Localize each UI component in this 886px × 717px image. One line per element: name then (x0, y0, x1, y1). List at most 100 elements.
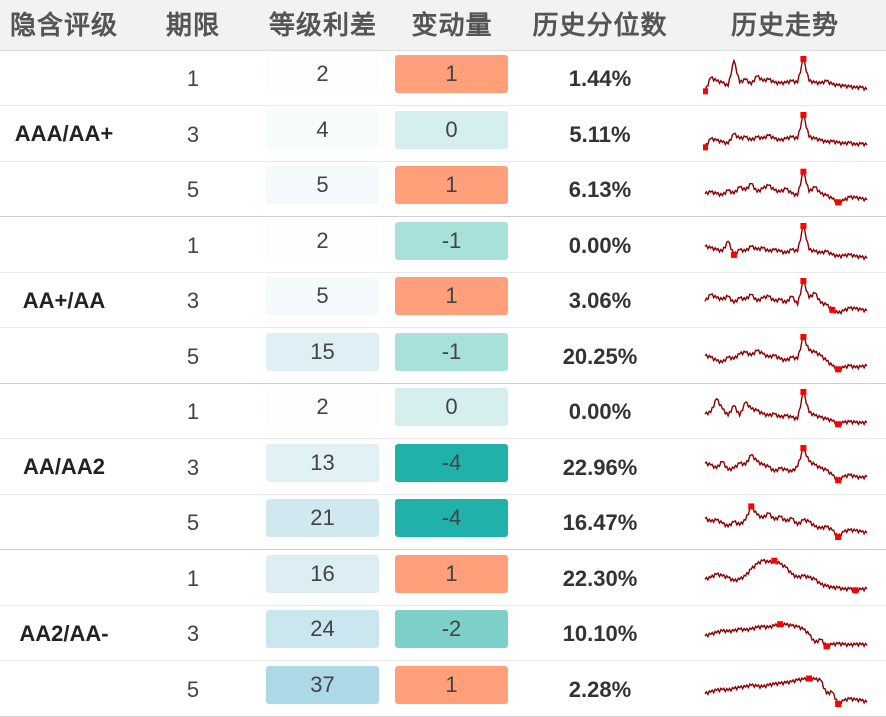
table-row: 3 13 -4 22.96% (0, 440, 886, 495)
sparkline-marker (835, 199, 842, 206)
term-cell: 3 (186, 621, 200, 646)
sparkline-marker (835, 365, 842, 372)
sparkline-marker (748, 503, 755, 510)
sparkline-marker (823, 643, 830, 650)
trend-sparkline (703, 111, 868, 150)
trend-sparkline (704, 222, 868, 261)
table-row: 3 24 -2 10.10% (0, 606, 886, 661)
header-trend: 历史走势 (730, 10, 839, 40)
header-rating: 隐含评级 (9, 10, 118, 40)
percentile-cell: 22.30% (562, 565, 638, 591)
spread-cell: 2 (266, 221, 379, 260)
term-cell: 5 (186, 177, 200, 202)
sparkline-marker (800, 111, 807, 118)
change-cell: -1 (395, 221, 508, 260)
header-term: 期限 (165, 10, 220, 40)
sparkline-line (704, 621, 868, 649)
change-cell: 1 (395, 554, 508, 593)
change-cell: 1 (395, 277, 508, 315)
sparkline-marker (771, 557, 778, 564)
sparkline-marker (800, 168, 807, 175)
header-spread: 等级利差 (268, 10, 377, 40)
term-cell: 5 (186, 343, 200, 369)
term-cell: 1 (186, 232, 200, 258)
change-cell: -4 (395, 443, 508, 482)
trend-sparkline (704, 621, 868, 650)
term-cell: 3 (186, 454, 200, 480)
sparkline-marker (703, 143, 708, 150)
table-header: 隐含评级 期限 等级利差 变动量 历史分位数 历史走势 (0, 0, 886, 51)
trend-sparkline (704, 503, 868, 540)
percentile-cell: 20.25% (562, 343, 638, 369)
sparkline-marker (800, 389, 807, 395)
table-row: 5 21 -4 16.47% (0, 495, 886, 550)
rating-label: AA+/AA (22, 287, 106, 313)
header-change: 变动量 (411, 10, 493, 40)
spread-cell: 37 (266, 665, 379, 704)
trend-sparkline (704, 444, 868, 483)
trend-sparkline (704, 168, 868, 206)
percentile-cell: 10.10% (562, 621, 638, 646)
term-cell: 1 (186, 66, 200, 91)
sparkline-marker (703, 88, 708, 95)
spread-cell: 2 (266, 55, 379, 93)
table-row: 5 37 1 2.28% (0, 662, 886, 717)
sparkline-marker (800, 333, 807, 340)
sparkline-line (704, 223, 868, 261)
sparkline-marker (835, 421, 842, 428)
table-row: 1 2 -1 0.00% (0, 218, 886, 273)
sparkline-marker (835, 534, 842, 540)
rating-label: AA2/AA- (19, 620, 109, 646)
change-cell: -4 (395, 499, 508, 537)
sparkline-line (704, 112, 868, 148)
term-cell: 3 (186, 288, 200, 313)
sparkline-marker (800, 222, 807, 229)
sparkline-marker (800, 444, 807, 451)
spread-cell: 5 (266, 166, 379, 204)
percentile-cell: 16.47% (562, 510, 638, 535)
term-cell: 5 (186, 676, 200, 702)
header-percentile: 历史分位数 (532, 10, 668, 40)
percentile-cell: 2.28% (568, 676, 632, 702)
sparkline-marker (829, 306, 836, 313)
trend-sparkline (704, 278, 868, 316)
term-cell: 1 (186, 399, 200, 424)
change-cell: 1 (395, 55, 508, 93)
table-row: 5 5 1 6.13% (0, 162, 886, 217)
sparkline-marker (800, 56, 807, 62)
sparkline-marker (852, 586, 859, 593)
sparkline-marker (777, 621, 784, 628)
change-cell: -1 (395, 332, 508, 371)
term-cell: 3 (186, 121, 200, 147)
sparkline-line (704, 389, 868, 427)
percentile-cell: 1.44% (568, 66, 632, 91)
table-row: 3 4 0 5.11% (0, 107, 886, 162)
trend-sparkline (704, 675, 868, 707)
change-cell: 1 (395, 665, 508, 704)
sparkline-line (704, 446, 868, 482)
spread-cell: 5 (266, 277, 379, 315)
trend-sparkline (703, 56, 868, 95)
percentile-cell: 0.00% (568, 232, 632, 258)
sparkline-marker (730, 251, 737, 258)
sparkline-marker (835, 476, 842, 483)
sparkline-line (704, 56, 868, 92)
spread-cell: 4 (266, 110, 379, 149)
sparkline-line (704, 279, 868, 316)
table-row: 1 2 0 0.00% (0, 384, 886, 439)
sparkline-marker (800, 278, 807, 284)
spread-cell: 2 (266, 388, 379, 426)
change-cell: 1 (395, 166, 508, 204)
percentile-cell: 6.13% (568, 177, 632, 202)
sparkline-line (704, 675, 868, 706)
sparkline-line (704, 557, 868, 593)
term-cell: 5 (186, 510, 200, 535)
table-row: 1 2 1 1.44% (0, 51, 886, 106)
table-row: 1 16 1 22.30% (0, 551, 886, 606)
term-cell: 1 (186, 565, 200, 591)
sparkline-marker (835, 700, 842, 707)
sparkline-line (704, 505, 868, 539)
change-cell: -2 (395, 610, 508, 648)
trend-sparkline (704, 557, 868, 593)
